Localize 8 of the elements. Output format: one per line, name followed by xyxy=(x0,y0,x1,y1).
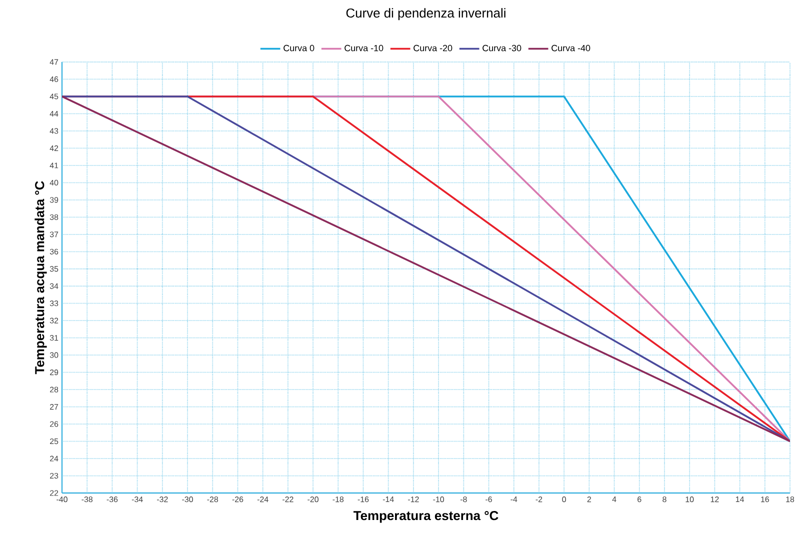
chart-title: Curve di pendenza invernali xyxy=(346,8,506,20)
y-axis-title: Temperatura acqua mandata °C xyxy=(34,181,47,374)
x-axis-title: Temperatura esterna °C xyxy=(353,511,498,523)
legend-label: Curva -30 xyxy=(482,44,522,52)
legend-label: Curva 0 xyxy=(284,44,314,52)
legend-label: Curva -40 xyxy=(552,44,590,52)
legend-label: Curva -10 xyxy=(344,44,384,52)
legend-label: Curva -20 xyxy=(414,44,452,52)
